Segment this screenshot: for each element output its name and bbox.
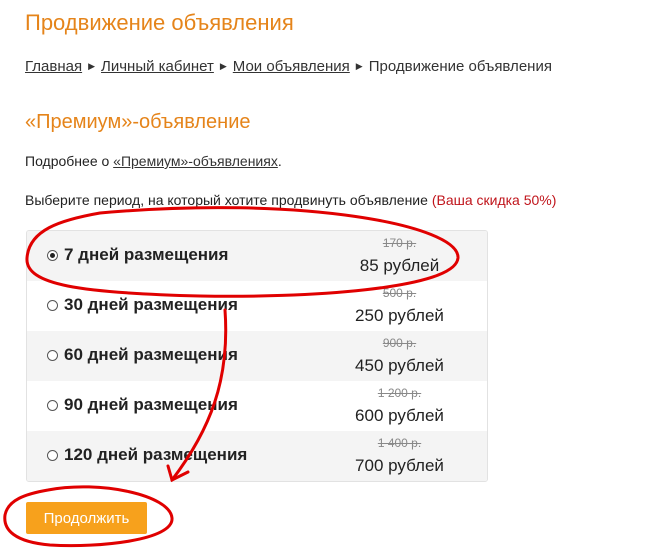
radio-button[interactable] xyxy=(47,250,58,261)
old-price: 1 400 р. xyxy=(377,436,422,450)
option-label: 120 дней размещения xyxy=(64,445,248,464)
discount-note: (Ваша скидка 50%) xyxy=(431,192,557,208)
breadcrumb-my-ads[interactable]: Мои объявления xyxy=(232,58,350,75)
price: 450 рублей xyxy=(355,356,444,375)
page-title: Продвижение объявления xyxy=(25,10,294,35)
option-90-days[interactable]: 90 дней размещения 1 200 р. 600 рублей xyxy=(27,381,487,431)
price: 600 рублей xyxy=(355,406,444,425)
breadcrumb-home[interactable]: Главная xyxy=(25,58,83,75)
radio-button[interactable] xyxy=(47,300,58,311)
more-suffix: . xyxy=(277,153,282,169)
period-options: 7 дней размещения 170 р. 85 рублей 30 дней… xyxy=(26,230,488,482)
old-price: 170 р. xyxy=(382,236,417,250)
more-prefix: Подробнее о xyxy=(25,153,114,169)
chevron-right-icon: ▶ xyxy=(88,61,96,71)
option-7-days[interactable]: 7 дней размещения 170 р. 85 рублей xyxy=(27,231,487,281)
price: 250 рублей xyxy=(355,306,444,325)
continue-button[interactable]: Продолжить xyxy=(26,502,147,534)
option-label: 30 дней размещения xyxy=(64,295,238,314)
option-120-days[interactable]: 120 дней размещения 1 400 р. 700 рублей xyxy=(27,431,487,481)
breadcrumb: Главная ▶ Личный кабинет ▶ Мои объявлени… xyxy=(25,58,552,75)
option-60-days[interactable]: 60 дней размещения 900 р. 450 рублей xyxy=(27,331,487,381)
old-price: 900 р. xyxy=(382,336,417,350)
breadcrumb-account[interactable]: Личный кабинет xyxy=(101,58,214,75)
more-info: Подробнее о «Премиум»-объявлениях. xyxy=(25,153,282,169)
breadcrumb-current: Продвижение объявления xyxy=(368,58,552,75)
radio-button[interactable] xyxy=(47,400,58,411)
premium-info-link[interactable]: «Премиум»-объявлениях xyxy=(113,153,278,169)
price: 700 рублей xyxy=(355,456,444,475)
section-title: «Премиум»-объявление xyxy=(25,111,251,133)
chevron-right-icon: ▶ xyxy=(355,61,363,71)
radio-button[interactable] xyxy=(47,450,58,461)
radio-button[interactable] xyxy=(47,350,58,361)
old-price: 500 р. xyxy=(382,286,417,300)
option-label: 7 дней размещения xyxy=(64,245,229,264)
option-30-days[interactable]: 30 дней размещения 500 р. 250 рублей xyxy=(27,281,487,331)
choose-text: Выберите период, на который хотите продв… xyxy=(25,192,432,208)
price: 85 рублей xyxy=(359,256,440,275)
chevron-right-icon: ▶ xyxy=(219,61,227,71)
option-label: 90 дней размещения xyxy=(64,395,238,414)
option-label: 60 дней размещения xyxy=(64,345,238,364)
choose-period-text: Выберите период, на который хотите продв… xyxy=(25,192,556,208)
old-price: 1 200 р. xyxy=(377,386,422,400)
